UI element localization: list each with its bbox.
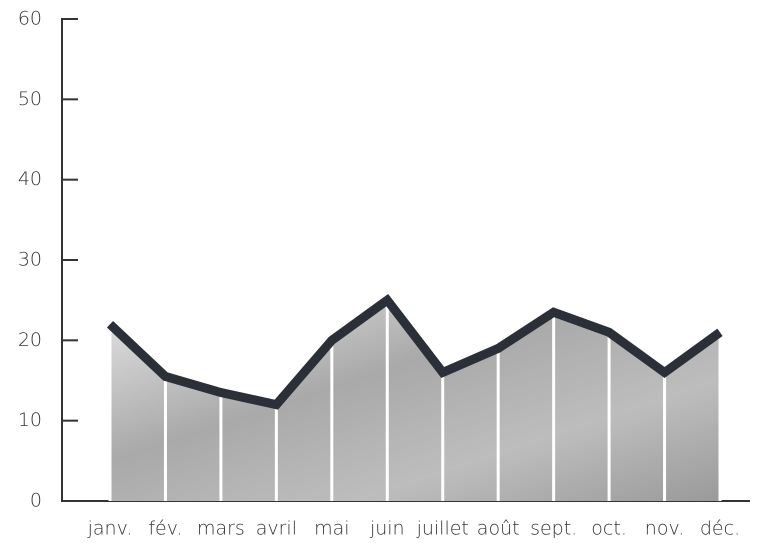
x-tick-label: fév. (148, 518, 182, 540)
x-tick-label: août (477, 518, 520, 540)
x-tick-label: sept. (530, 518, 577, 540)
x-tick-label: janv. (87, 518, 133, 540)
y-tick-label: 60 (18, 8, 42, 30)
y-tick-label: 30 (18, 249, 42, 271)
y-tick-label: 0 (30, 490, 42, 512)
chart: 0 10 20 30 40 50 60 janv. fév. mars avril maijuinju… (0, 0, 763, 543)
y-tick-label: 40 (18, 168, 42, 190)
y-tick-label: 50 (18, 88, 42, 110)
x-tick-label: déc. (700, 518, 740, 540)
y-tick-label: 20 (18, 329, 42, 351)
x-tick-label: nov. (645, 518, 684, 540)
x-tick-label: juillet (416, 518, 469, 540)
x-tick-label: oct. (591, 518, 627, 540)
x-tick-label: juin (369, 518, 405, 540)
x-tick-label: avril (256, 518, 297, 540)
x-tick-label: mai (314, 518, 349, 540)
x-tick-label: mars (197, 518, 245, 540)
y-tick-label: 10 (18, 409, 42, 431)
